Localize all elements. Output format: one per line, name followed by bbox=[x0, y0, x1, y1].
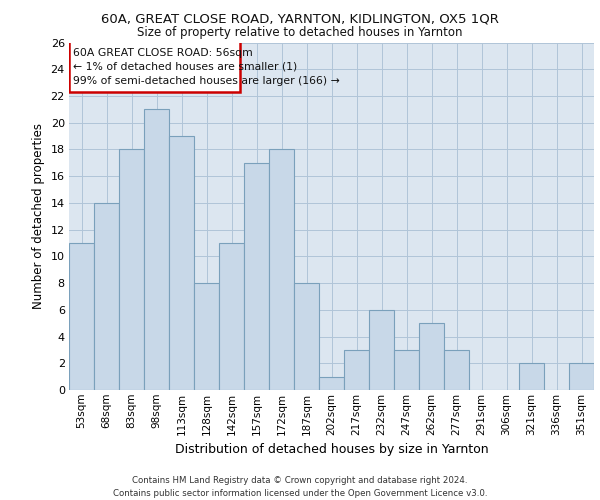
Bar bbox=[244, 163, 269, 390]
Bar bbox=[520, 364, 544, 390]
Bar bbox=[445, 350, 469, 390]
Bar bbox=[319, 376, 344, 390]
Bar bbox=[269, 150, 293, 390]
FancyBboxPatch shape bbox=[69, 41, 240, 92]
Text: 60A GREAT CLOSE ROAD: 56sqm: 60A GREAT CLOSE ROAD: 56sqm bbox=[73, 48, 253, 58]
Bar bbox=[169, 136, 194, 390]
Text: 60A, GREAT CLOSE ROAD, YARNTON, KIDLINGTON, OX5 1QR: 60A, GREAT CLOSE ROAD, YARNTON, KIDLINGT… bbox=[101, 12, 499, 26]
Text: ← 1% of detached houses are smaller (1): ← 1% of detached houses are smaller (1) bbox=[73, 62, 297, 72]
Bar bbox=[119, 150, 143, 390]
Bar bbox=[419, 323, 443, 390]
Bar bbox=[70, 243, 94, 390]
Y-axis label: Number of detached properties: Number of detached properties bbox=[32, 123, 45, 309]
X-axis label: Distribution of detached houses by size in Yarnton: Distribution of detached houses by size … bbox=[175, 443, 488, 456]
Bar bbox=[344, 350, 368, 390]
Text: 99% of semi-detached houses are larger (166) →: 99% of semi-detached houses are larger (… bbox=[73, 76, 340, 86]
Bar bbox=[295, 283, 319, 390]
Bar bbox=[569, 364, 593, 390]
Bar bbox=[394, 350, 419, 390]
Text: Contains HM Land Registry data © Crown copyright and database right 2024.
Contai: Contains HM Land Registry data © Crown c… bbox=[113, 476, 487, 498]
Bar bbox=[194, 283, 218, 390]
Bar bbox=[145, 110, 169, 390]
Bar bbox=[220, 243, 244, 390]
Bar bbox=[94, 203, 119, 390]
Bar bbox=[370, 310, 394, 390]
Text: Size of property relative to detached houses in Yarnton: Size of property relative to detached ho… bbox=[137, 26, 463, 39]
